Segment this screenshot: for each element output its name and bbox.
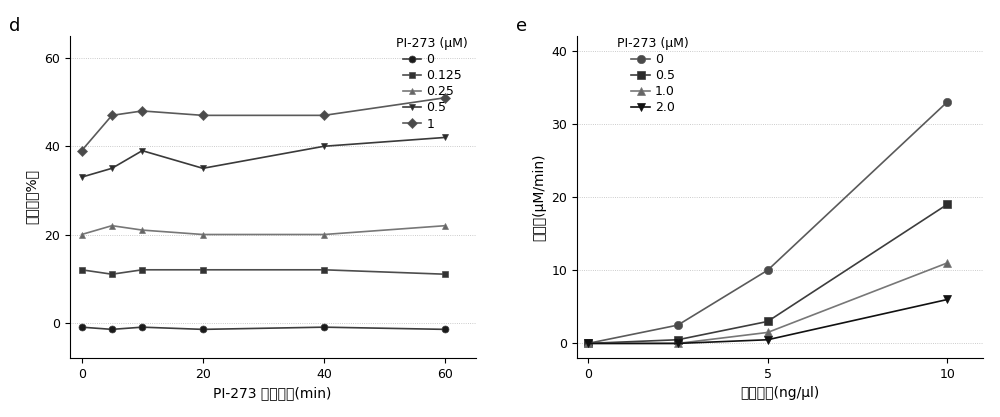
0 [197,327,209,332]
0.5 [582,341,594,346]
0.5 [439,135,451,140]
Line: 0.5: 0.5 [78,134,449,181]
0 [136,325,148,330]
0.5 [106,166,118,171]
0 [318,325,330,330]
X-axis label: PI-273 孵育时间(min): PI-273 孵育时间(min) [213,386,332,400]
Line: 0: 0 [78,324,449,333]
0.5 [197,166,209,171]
0.5 [76,175,88,180]
Line: 0.125: 0.125 [78,266,449,278]
2.0 [672,341,684,346]
1 [197,113,209,118]
0.125 [318,267,330,272]
1.0 [672,341,684,346]
Legend: 0, 0.125, 0.25, 0.5, 1: 0, 0.125, 0.25, 0.5, 1 [395,36,469,132]
0 [76,325,88,330]
0.5 [136,148,148,153]
Line: 0: 0 [584,98,952,348]
0.125 [76,267,88,272]
2.0 [582,341,594,346]
Y-axis label: 抑制率（%）: 抑制率（%） [24,169,38,224]
0 [762,268,774,273]
Y-axis label: 初速率(μM/min): 初速率(μM/min) [532,153,546,241]
0.125 [439,272,451,277]
Line: 0.25: 0.25 [78,222,449,238]
0.25 [136,228,148,233]
0.25 [76,232,88,237]
0 [672,323,684,328]
1 [318,113,330,118]
0 [106,327,118,332]
0.125 [106,272,118,277]
1 [76,148,88,153]
Line: 2.0: 2.0 [584,295,952,348]
1 [136,108,148,113]
2.0 [762,337,774,342]
1 [439,95,451,100]
0.125 [197,267,209,272]
1.0 [762,330,774,335]
0.25 [106,223,118,228]
Text: e: e [516,17,527,35]
Line: 1: 1 [78,94,449,154]
0.25 [318,232,330,237]
0.5 [941,202,953,207]
1.0 [941,260,953,265]
0 [439,327,451,332]
Text: d: d [9,17,20,35]
Line: 0.5: 0.5 [584,200,952,348]
X-axis label: 蛋白浓度(ng/μl): 蛋白浓度(ng/μl) [741,386,820,400]
Line: 1.0: 1.0 [584,259,952,348]
0.25 [439,223,451,228]
Legend: 0, 0.5, 1.0, 2.0: 0, 0.5, 1.0, 2.0 [616,36,690,116]
0.5 [672,337,684,342]
1.0 [582,341,594,346]
0 [941,99,953,104]
0.25 [197,232,209,237]
2.0 [941,297,953,302]
0.125 [136,267,148,272]
1 [106,113,118,118]
0.5 [762,319,774,324]
0.5 [318,144,330,149]
0 [582,341,594,346]
